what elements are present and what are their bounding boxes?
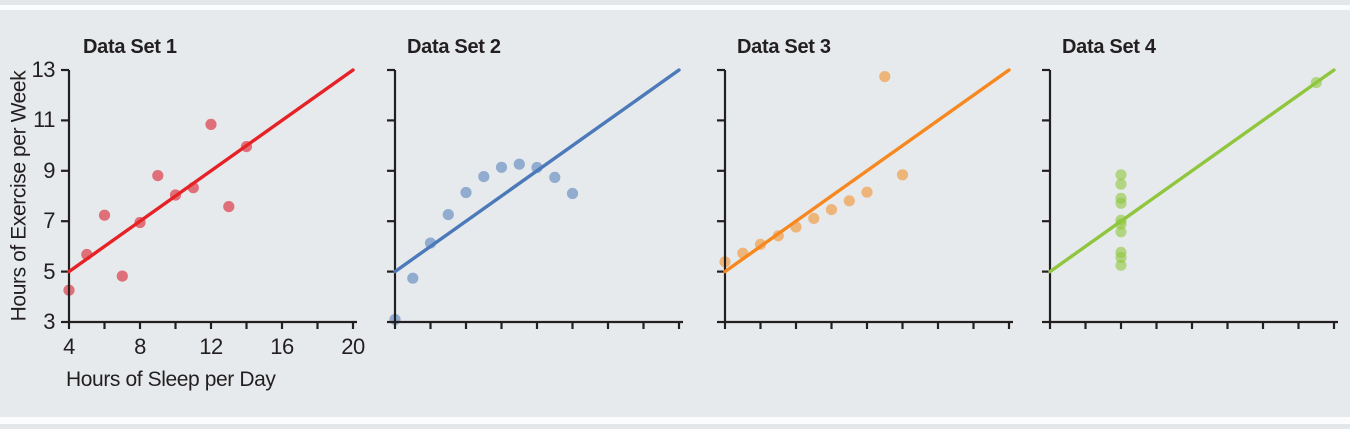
data-point (1115, 259, 1127, 271)
data-point (1115, 178, 1127, 190)
data-point (1115, 169, 1127, 181)
data-point (407, 272, 419, 284)
data-point (825, 204, 838, 216)
trend-line (67, 68, 355, 274)
panel-4-title: Data Set 4 (1062, 36, 1156, 58)
data-point (1115, 226, 1127, 238)
y-tick-label: 7 (43, 208, 55, 234)
x-tick-label: 4 (63, 334, 75, 359)
data-point (549, 171, 561, 183)
data-point (495, 161, 508, 173)
data-point (566, 187, 579, 200)
data-point (116, 270, 128, 282)
trend-line (393, 68, 681, 274)
y-tick-label: 9 (43, 157, 55, 183)
x-axis-title: Hours of Sleep per Day (66, 368, 276, 391)
data-point (861, 186, 873, 198)
panel-1-plot (61, 68, 357, 329)
y-axis-title-text: Hours of Exercise per Week (7, 70, 30, 322)
page-border-top (0, 0, 1350, 5)
data-point (98, 209, 111, 221)
y-axis-title: Hours of Exercise per Week (4, 70, 34, 322)
panel-1-title: Data Set 1 (83, 36, 177, 58)
y-tick-label: 5 (43, 258, 55, 284)
panel-3-title: Data Set 3 (737, 36, 831, 58)
data-point (808, 212, 820, 224)
panel-2-title: Data Set 2 (407, 36, 501, 58)
trend-line (1048, 68, 1336, 274)
data-point (896, 169, 909, 181)
trend-line (723, 68, 1011, 274)
page-gap-bottom (0, 417, 1350, 424)
data-point (1115, 192, 1127, 204)
data-point (205, 118, 217, 130)
data-point (1115, 251, 1127, 264)
data-point (442, 209, 454, 221)
page-border-bottom (0, 424, 1350, 429)
panel-4-plot (1042, 68, 1338, 329)
data-point (879, 71, 891, 83)
x-tick-label: 8 (134, 334, 146, 359)
data-point (843, 195, 855, 207)
y-tick-label: 3 (43, 309, 55, 334)
data-point (513, 158, 525, 170)
page-gap-top (0, 5, 1350, 10)
data-point (223, 201, 235, 213)
x-tick-label: 16 (270, 334, 294, 359)
data-point (152, 170, 164, 182)
x-tick-label: 20 (341, 334, 365, 359)
y-tick-label: 11 (33, 107, 55, 133)
data-point (478, 171, 490, 183)
x-tick-label: 12 (199, 334, 223, 359)
panel-2-plot (387, 68, 683, 329)
data-point (460, 186, 472, 199)
y-tick-label: 13 (31, 57, 56, 82)
panel-3-plot (717, 68, 1013, 329)
